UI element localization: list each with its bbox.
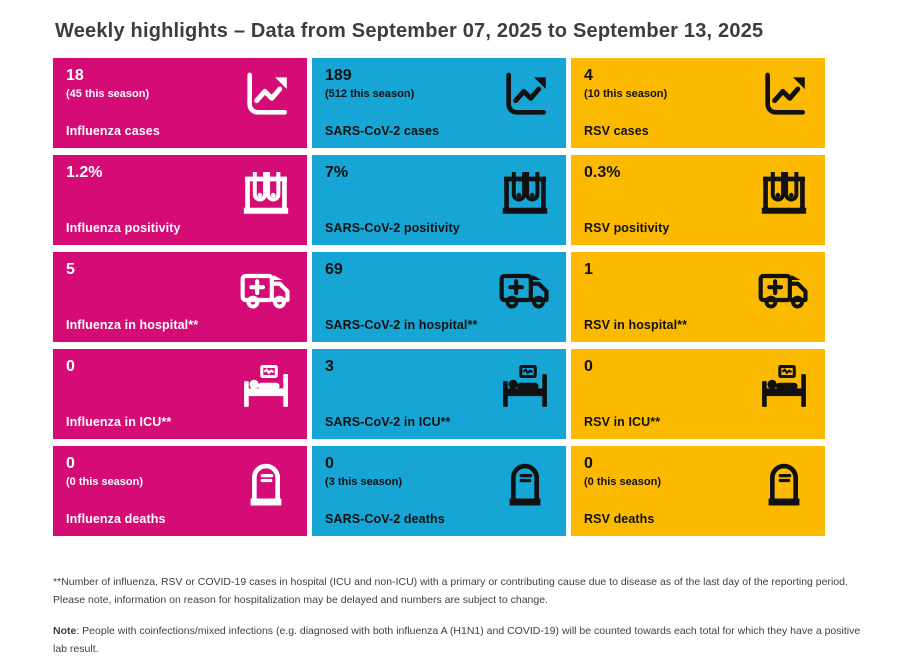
test-tubes-icon — [238, 165, 294, 221]
card-sars-cov-2-in-icu: 3 SARS-CoV-2 in ICU** — [312, 349, 566, 439]
metric-value: 7% — [325, 164, 349, 181]
season-value: (3 this season) — [325, 476, 403, 489]
metric-value: 1.2% — [66, 164, 103, 181]
metric-label: SARS-CoV-2 cases — [325, 124, 440, 138]
card-influenza-in-icu: 0 Influenza in ICU** — [53, 349, 307, 439]
test-tubes-icon — [756, 165, 812, 221]
metric-label: RSV positivity — [584, 221, 670, 235]
metric-value: 0 — [66, 358, 75, 375]
card-influenza-in-hospital: 5 Influenza in hospital** — [53, 252, 307, 342]
card-influenza-deaths: 0 (0 this season) Influenza deaths — [53, 446, 307, 536]
metric-label: SARS-CoV-2 in ICU** — [325, 415, 451, 429]
metric-value: 18 — [66, 67, 84, 84]
card-sars-cov-2-deaths: 0 (3 this season) SARS-CoV-2 deaths — [312, 446, 566, 536]
metric-value: 0 — [66, 455, 75, 472]
metric-label: Influenza in ICU** — [66, 415, 172, 429]
metric-value: 4 — [584, 67, 593, 84]
metric-label: Influenza cases — [66, 124, 160, 138]
metric-value: 0 — [584, 455, 593, 472]
tombstone-icon — [238, 456, 294, 512]
metric-label: RSV cases — [584, 124, 649, 138]
metric-value: 189 — [325, 67, 352, 84]
card-sars-cov-2-in-hospital: 69 SARS-CoV-2 in hospital** — [312, 252, 566, 342]
metric-label: RSV deaths — [584, 512, 655, 526]
card-sars-cov-2-positivity: 7% SARS-CoV-2 positivity — [312, 155, 566, 245]
coinfection-footnote: Note: People with coinfections/mixed inf… — [53, 623, 870, 659]
icu-bed-icon — [756, 359, 812, 415]
metric-label: SARS-CoV-2 in hospital** — [325, 318, 478, 332]
card-influenza-positivity: 1.2% Influenza positivity — [53, 155, 307, 245]
ambulance-icon — [238, 262, 294, 318]
coinfection-footnote-text: : People with coinfections/mixed infecti… — [53, 624, 861, 655]
metric-label: SARS-CoV-2 positivity — [325, 221, 460, 235]
test-tubes-icon — [497, 165, 553, 221]
season-value: (0 this season) — [66, 476, 144, 489]
card-rsv-cases: 4 (10 this season) RSV cases — [571, 58, 825, 148]
season-value: (512 this season) — [325, 88, 415, 101]
coinfection-footnote-label: Note — [53, 624, 77, 637]
card-rsv-deaths: 0 (0 this season) RSV deaths — [571, 446, 825, 536]
tombstone-icon — [497, 456, 553, 512]
metric-value: 3 — [325, 358, 334, 375]
card-rsv-in-icu: 0 RSV in ICU** — [571, 349, 825, 439]
ambulance-icon — [497, 262, 553, 318]
trend-chart-icon — [756, 68, 812, 124]
metric-label: RSV in hospital** — [584, 318, 688, 332]
season-value: (10 this season) — [584, 88, 668, 101]
card-rsv-positivity: 0.3% RSV positivity — [571, 155, 825, 245]
footnotes: **Number of influenza, RSV or COVID-19 c… — [53, 574, 870, 658]
metric-label: Influenza positivity — [66, 221, 181, 235]
card-rsv-in-hospital: 1 RSV in hospital** — [571, 252, 825, 342]
metric-value: 0.3% — [584, 164, 621, 181]
tombstone-icon — [756, 456, 812, 512]
icu-bed-icon — [238, 359, 294, 415]
trend-chart-icon — [238, 68, 294, 124]
metric-label: Influenza in hospital** — [66, 318, 199, 332]
metric-value: 1 — [584, 261, 593, 278]
trend-chart-icon — [497, 68, 553, 124]
season-value: (45 this season) — [66, 88, 150, 101]
metric-value: 0 — [584, 358, 593, 375]
kpi-card-grid: 18 (45 this season) Influenza cases 189 … — [53, 58, 870, 536]
page-title: Weekly highlights – Data from September … — [55, 20, 764, 42]
season-value: (0 this season) — [584, 476, 662, 489]
card-influenza-cases: 18 (45 this season) Influenza cases — [53, 58, 307, 148]
metric-label: RSV in ICU** — [584, 415, 661, 429]
metric-label: Influenza deaths — [66, 512, 166, 526]
icu-bed-icon — [497, 359, 553, 415]
hospital-footnote: **Number of influenza, RSV or COVID-19 c… — [53, 576, 848, 606]
ambulance-icon — [756, 262, 812, 318]
metric-value: 5 — [66, 261, 75, 278]
metric-value: 0 — [325, 455, 334, 472]
card-sars-cov-2-cases: 189 (512 this season) SARS-CoV-2 cases — [312, 58, 566, 148]
metric-value: 69 — [325, 261, 343, 278]
metric-label: SARS-CoV-2 deaths — [325, 512, 445, 526]
